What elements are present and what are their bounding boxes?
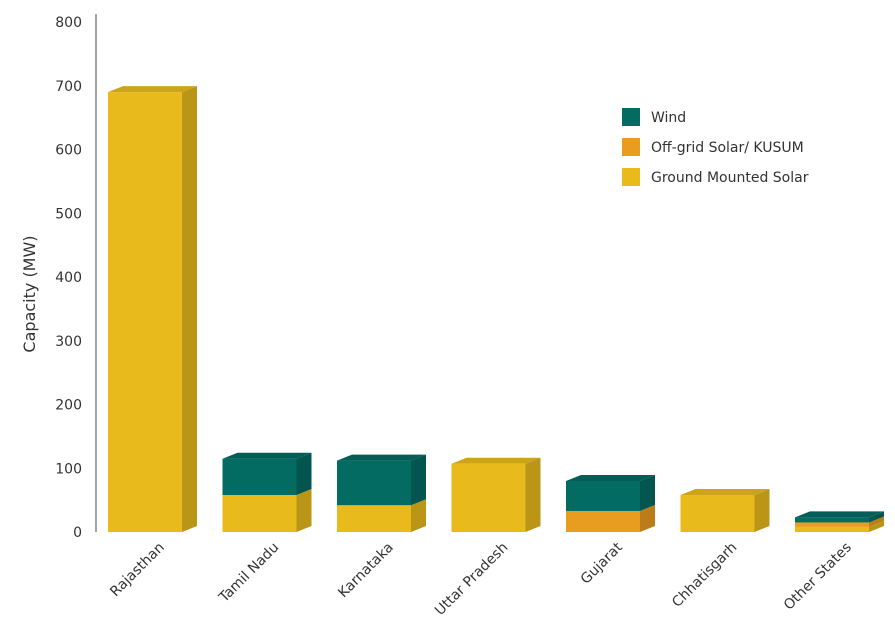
y-tick-label: 500 bbox=[55, 206, 82, 222]
bar-karnataka-ground-mounted-solar-side bbox=[411, 499, 426, 532]
x-tick-label-rajasthan: Rajasthan bbox=[107, 540, 168, 601]
bar-tamil-nadu-ground-mounted-solar bbox=[222, 495, 297, 532]
y-tick-label: 800 bbox=[55, 15, 82, 31]
legend: Wind Off-grid Solar/ KUSUM Ground Mounted … bbox=[622, 108, 809, 186]
bar-gujarat-wind bbox=[566, 481, 640, 511]
bar-other-states-off-grid-solar-kusum bbox=[795, 522, 869, 527]
x-tick-label-uttar-pradesh: Uttar Pradesh bbox=[432, 540, 511, 619]
bar-tamil-nadu-wind bbox=[222, 458, 297, 496]
x-tick-labels: Rajasthan Tamil Nadu Karnataka Uttar Prades… bbox=[107, 539, 855, 619]
legend-swatch-off-grid-solar-kusum bbox=[622, 138, 640, 156]
bar-other-states-ground-mounted-solar-side bbox=[869, 520, 884, 532]
bar-chhatisgarh-ground-mounted-solar bbox=[680, 495, 755, 532]
y-tick-label: 300 bbox=[55, 334, 82, 350]
bar-gujarat-wind-top bbox=[566, 475, 655, 481]
x-tick-label-karnataka: Karnataka bbox=[335, 540, 397, 602]
bar-other-states-ground-mounted-solar bbox=[795, 526, 869, 532]
x-tick-label-gujarat: Gujarat bbox=[578, 539, 626, 587]
bar-other-states-off-grid-solar-kusum-side bbox=[869, 516, 884, 527]
bar-tamil-nadu-wind-top bbox=[222, 452, 312, 459]
bar-rajasthan-ground-mounted-solar-top bbox=[108, 86, 197, 93]
bar-karnataka-ground-mounted-solar bbox=[337, 505, 411, 532]
bar-uttar-pradesh-ground-mounted-solar-side bbox=[525, 457, 541, 532]
legend-label-ground-mounted-solar: Ground Mounted Solar bbox=[651, 170, 809, 186]
bar-chhatisgarh-ground-mounted-solar-top bbox=[680, 489, 770, 496]
bar-chhatisgarh-ground-mounted-solar-side bbox=[754, 489, 770, 532]
bar-uttar-pradesh-ground-mounted-solar-top bbox=[451, 457, 541, 464]
y-tick-label: 200 bbox=[55, 398, 82, 414]
x-tick-label-chhatisgarh: Chhatisgarh bbox=[669, 540, 740, 611]
bar-karnataka-wind-top bbox=[337, 454, 426, 461]
bar-other-states-wind-side bbox=[869, 511, 884, 523]
bar-tamil-nadu-ground-mounted-solar-side bbox=[296, 489, 312, 532]
y-axis-title: Capacity (MW) bbox=[20, 235, 39, 352]
bar-rajasthan-ground-mounted-solar bbox=[108, 92, 182, 532]
y-tick-label: 0 bbox=[73, 525, 82, 541]
y-tick-label: 400 bbox=[55, 270, 82, 286]
bar-uttar-pradesh-ground-mounted-solar bbox=[451, 463, 526, 532]
y-tick-label: 100 bbox=[55, 461, 82, 477]
legend-label-off-grid-solar-kusum: Off-grid Solar/ KUSUM bbox=[651, 140, 804, 156]
bar-gujarat-off-grid-solar-kusum bbox=[566, 510, 640, 532]
y-tick-labels: 0 100 200 300 400 500 600 700 800 bbox=[55, 15, 82, 541]
y-tick-label: 600 bbox=[55, 143, 82, 159]
bar-other-states-wind-top bbox=[795, 511, 884, 518]
x-tick-label-tamil-nadu: Tamil Nadu bbox=[216, 540, 283, 607]
legend-swatch-ground-mounted-solar bbox=[622, 168, 640, 186]
x-tick-label-other-states: Other States bbox=[781, 540, 855, 614]
bars bbox=[108, 86, 884, 532]
bar-gujarat-off-grid-solar-kusum-side bbox=[640, 504, 655, 532]
legend-label-wind: Wind bbox=[651, 110, 686, 126]
bar-tamil-nadu-wind-side bbox=[296, 452, 312, 496]
bar-karnataka-wind-side bbox=[411, 454, 426, 506]
bar-karnataka-wind bbox=[337, 460, 411, 506]
y-tick-label: 700 bbox=[55, 79, 82, 95]
bar-rajasthan-ground-mounted-solar-side bbox=[182, 86, 197, 532]
legend-swatch-wind bbox=[622, 108, 640, 126]
bar-gujarat-wind-side bbox=[640, 475, 655, 511]
bar-other-states-wind bbox=[795, 517, 869, 523]
